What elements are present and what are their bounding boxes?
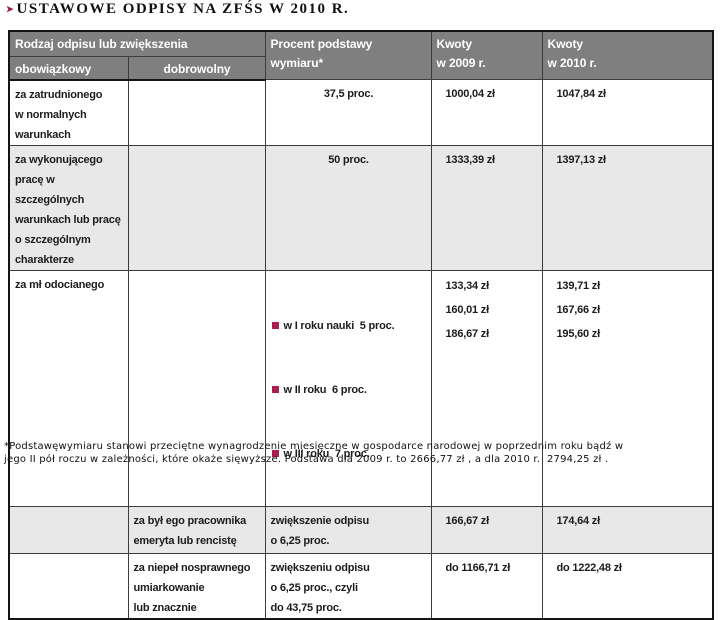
cell-voluntary: za niepeł nosprawnego umiarkowanie lub z… xyxy=(127,552,266,620)
cell-amount-2010: 1047,84 zł xyxy=(541,79,714,146)
page-title-text: USTAWOWE ODPISY NA ZFŚS W 2010 R. xyxy=(16,1,350,17)
cell-percent: zwiększenie odpisu o 6,25 proc. xyxy=(264,505,432,554)
header-rodzaj-odpisu: Rodzaj odpisu lub zwiększenia xyxy=(8,30,266,57)
header-kwoty-2010: Kwoty w 2010 r. xyxy=(541,30,714,80)
header-kwoty-2009: Kwoty w 2009 r. xyxy=(430,30,543,80)
cell-amount-2009: 1333,39 zł xyxy=(430,144,543,271)
list-item: w III roku 7 proc. xyxy=(271,442,427,466)
cell-amount-2009: 133,34 zł 160,01 zł 186,67 zł xyxy=(430,269,543,507)
cell-voluntary xyxy=(127,269,266,507)
bullet-square-icon xyxy=(271,386,279,393)
cell-percent-list: w I roku nauki 5 proc. w II roku 6 proc.… xyxy=(264,269,432,507)
cell-mandatory xyxy=(8,505,129,554)
table-row: za był ego pracownika emeryta lub rencis… xyxy=(8,505,714,554)
page-title: ➤ USTAWOWE ODPISY NA ZFŚS W 2010 R. xyxy=(6,1,349,18)
list-item-label: w I roku nauki 5 proc. xyxy=(283,319,395,332)
cell-voluntary xyxy=(127,144,266,271)
cell-amount-2009: 166,67 zł xyxy=(430,505,543,554)
cell-amount-2010: do 1222,48 zł xyxy=(541,552,714,620)
table-row: za wykonującego pracę w szczególnych war… xyxy=(8,144,714,271)
header-row-top: Rodzaj odpisu lub zwiększenia Procent po… xyxy=(8,30,714,80)
header-procent-podstawy: Procent podstawy wymiaru* xyxy=(264,30,432,80)
table-row: za zatrudnionego w normalnych warunkach … xyxy=(8,79,714,146)
list-item: w II roku 6 proc. xyxy=(271,378,427,402)
cell-mandatory xyxy=(8,552,129,620)
list-item: w I roku nauki 5 proc. xyxy=(271,314,427,338)
cell-amount-2009: do 1166,71 zł xyxy=(430,552,543,620)
cell-percent: zwiększeniu odpisu o 6,25 proc., czyli d… xyxy=(264,552,432,620)
cell-amount-2010: 139,71 zł 167,66 zł 195,60 zł xyxy=(541,269,714,507)
bullet-square-icon xyxy=(271,450,279,457)
table-row: za niepeł nosprawnego umiarkowanie lub z… xyxy=(8,552,714,620)
cell-amount-2010: 174,64 zł xyxy=(541,505,714,554)
list-item-label: w III roku 7 proc. xyxy=(283,447,370,460)
cell-mandatory: za zatrudnionego w normalnych warunkach xyxy=(8,79,129,146)
bullet-square-icon xyxy=(271,322,279,329)
header-row-sub: obowiązkowy dobrowolny xyxy=(8,55,713,81)
zfss-odpisy-table: Rodzaj odpisu lub zwiększenia Procent po… xyxy=(8,30,714,620)
header-obowiazkowy: obowiązkowy xyxy=(8,55,129,81)
cell-mandatory: za mł odocianego xyxy=(8,269,129,507)
cell-mandatory: za wykonującego pracę w szczególnych war… xyxy=(8,144,129,271)
cell-amount-2009: 1000,04 zł xyxy=(430,79,543,146)
cell-voluntary: za był ego pracownika emeryta lub rencis… xyxy=(127,505,266,554)
header-dobrowolny: dobrowolny xyxy=(127,55,266,81)
footnote: *Podstawęwymiaru stanowi przeciętne wyna… xyxy=(4,441,624,465)
title-bullet-icon: ➤ xyxy=(6,4,14,14)
cell-voluntary xyxy=(127,79,266,146)
table-row: za mł odocianego w I roku nauki 5 proc. … xyxy=(8,269,714,507)
cell-amount-2010: 1397,13 zł xyxy=(541,144,714,271)
cell-percent: 50 proc. xyxy=(264,144,432,271)
cell-percent: 37,5 proc. xyxy=(264,79,432,146)
list-item-label: w II roku 6 proc. xyxy=(283,383,367,396)
